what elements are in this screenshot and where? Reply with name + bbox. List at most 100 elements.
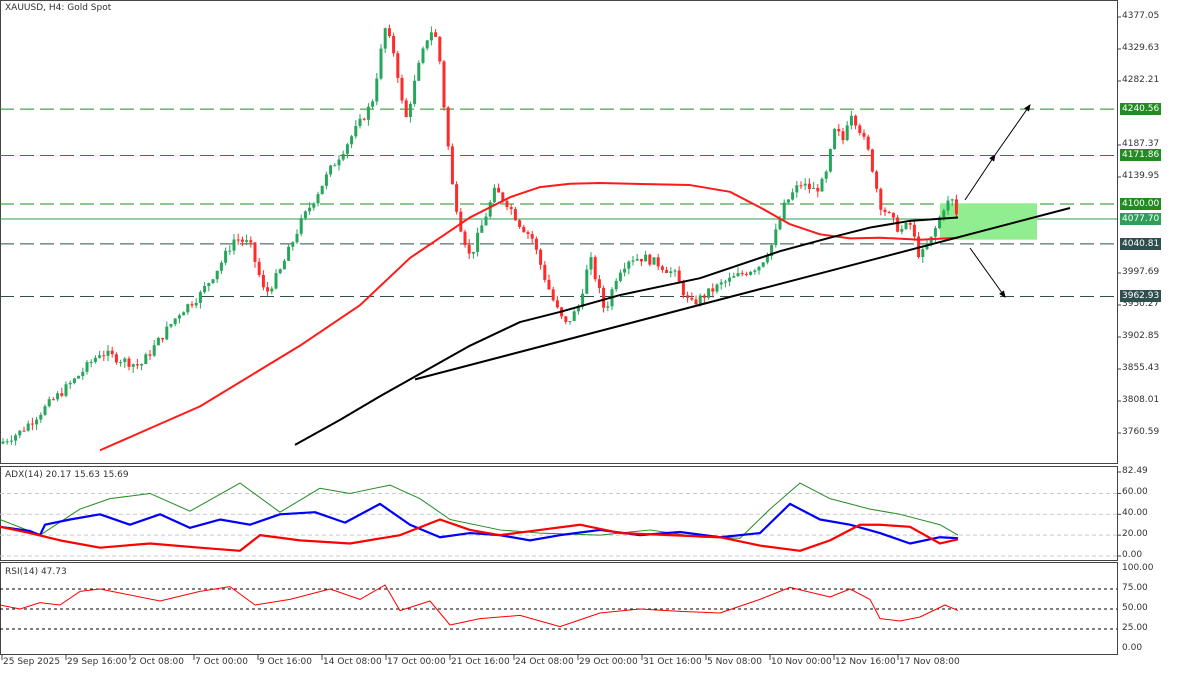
bullish-candle	[68, 382, 72, 385]
bullish-candle	[77, 375, 81, 379]
bullish-candle	[921, 249, 925, 258]
level-price-tag: 4240.56	[1120, 103, 1162, 116]
bullish-candle	[270, 288, 274, 292]
bearish-candle	[593, 257, 597, 280]
bullish-candle	[900, 228, 904, 232]
bearish-candle	[114, 354, 118, 363]
level-price-tag: 3962.93	[1120, 290, 1162, 303]
bearish-candle	[660, 266, 664, 270]
bullish-candle	[753, 270, 757, 272]
bearish-candle	[148, 354, 152, 356]
bearish-candle	[257, 261, 261, 275]
bullish-candle	[39, 414, 43, 420]
bullish-candle	[904, 222, 908, 229]
bearish-candle	[740, 273, 744, 275]
time-axis-label: 9 Oct 16:00	[259, 657, 312, 667]
bullish-arrow	[964, 104, 1031, 201]
rsi-label: RSI(14) 47.73	[5, 567, 67, 577]
adx-minus-di-line	[0, 518, 959, 552]
bullish-candle	[324, 174, 328, 186]
adx-label: ADX(14) 20.17 15.63 15.69	[5, 470, 129, 480]
bullish-candle	[232, 239, 236, 251]
bullish-candle	[589, 257, 593, 270]
bearish-candle	[677, 270, 681, 282]
bullish-candle	[652, 257, 656, 265]
bullish-candle	[26, 423, 30, 431]
bearish-candle	[648, 254, 652, 265]
bearish-candle	[879, 188, 883, 210]
bearish-candle	[887, 212, 891, 214]
bearish-candle	[841, 131, 845, 141]
bearish-candle	[862, 132, 866, 137]
bullish-candle	[770, 245, 774, 257]
bullish-candle	[207, 283, 211, 287]
bullish-candle	[946, 200, 950, 211]
bearish-candle	[400, 77, 404, 101]
bullish-candle	[98, 355, 102, 358]
bearish-candle	[875, 171, 879, 189]
bullish-candle	[761, 262, 765, 267]
price-tick-label: 3855.43	[1122, 362, 1160, 373]
bullish-candle	[295, 233, 299, 243]
bearish-candle	[883, 209, 887, 213]
bullish-candle	[5, 441, 9, 443]
bearish-candle	[891, 212, 895, 218]
bullish-candle	[425, 40, 429, 49]
time-axis-label: 5 Nov 08:00	[707, 657, 762, 667]
bullish-candle	[169, 324, 173, 327]
bullish-candle	[119, 362, 123, 364]
bullish-candle	[47, 399, 51, 407]
bullish-candle	[219, 262, 223, 271]
bullish-candle	[274, 273, 278, 289]
bullish-candle	[673, 270, 677, 272]
bullish-candle	[320, 185, 324, 195]
bullish-candle	[413, 80, 417, 104]
bullish-candle	[303, 211, 307, 219]
bullish-candle	[375, 78, 379, 102]
time-axis-label: 25 Sep 2025	[3, 657, 61, 667]
bullish-candle	[929, 236, 933, 245]
bearish-candle	[518, 220, 522, 227]
bullish-candle	[644, 254, 648, 262]
bullish-candle	[698, 295, 702, 305]
bullish-candle	[177, 315, 181, 319]
price-tick-label: 4282.21	[1122, 74, 1160, 85]
bullish-candle	[606, 306, 610, 308]
moving-average-black	[294, 216, 959, 446]
bearish-candle	[190, 304, 194, 306]
bullish-candle	[950, 199, 954, 201]
bearish-candle	[837, 128, 841, 132]
bullish-candle	[358, 118, 362, 126]
bearish-candle	[896, 217, 900, 232]
rsi-axis-label: 0.00	[1122, 643, 1143, 653]
bullish-candle	[215, 270, 219, 280]
chart-title: XAUUSD, H4: Gold Spot	[5, 3, 112, 13]
bullish-candle	[354, 125, 358, 137]
bearish-candle	[135, 364, 139, 366]
price-tick-label: 3997.69	[1122, 266, 1160, 277]
bullish-candle	[89, 361, 93, 363]
bullish-candle	[736, 273, 740, 277]
adx-axis-label: 0.00	[1122, 550, 1143, 560]
price-tick-label: 3950.27	[1122, 298, 1160, 309]
bearish-candle	[522, 226, 526, 233]
bearish-candle	[446, 107, 450, 147]
bullish-candle	[371, 101, 375, 107]
bearish-candle	[908, 222, 912, 225]
bearish-candle	[509, 207, 513, 210]
main-panel-frame	[0, 0, 1118, 464]
bearish-candle	[110, 350, 114, 355]
bullish-candle	[106, 350, 110, 356]
time-axis-label: 29 Sep 16:00	[67, 657, 128, 667]
bearish-candle	[438, 36, 442, 62]
bullish-candle	[476, 232, 480, 252]
bullish-candle	[64, 384, 68, 396]
bullish-candle	[198, 292, 202, 303]
bearish-candle	[547, 279, 551, 290]
bullish-candle	[194, 302, 198, 306]
bearish-candle	[450, 146, 454, 185]
bullish-candle	[140, 364, 144, 366]
bullish-candle	[144, 354, 148, 365]
bearish-candle	[161, 337, 165, 340]
